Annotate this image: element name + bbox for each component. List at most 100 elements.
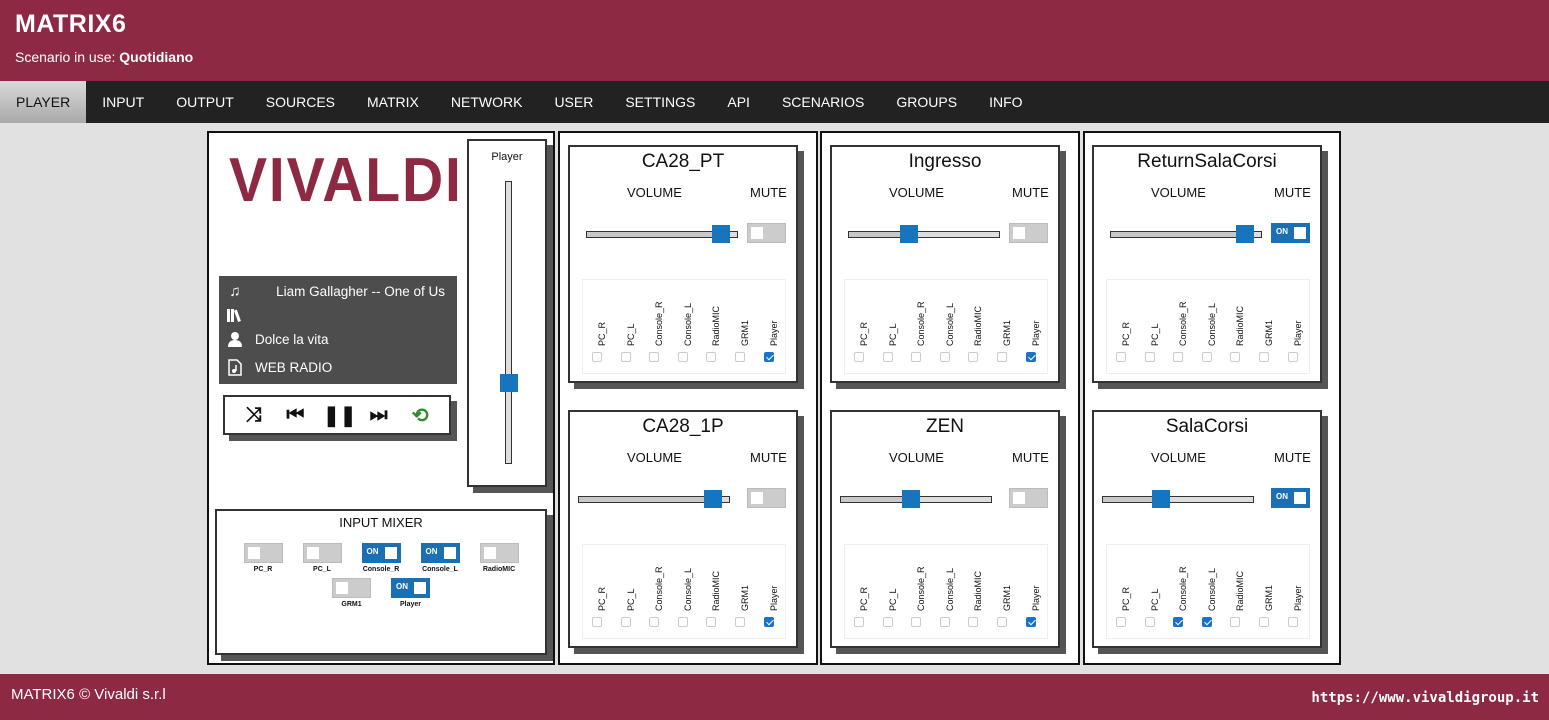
route-checkbox[interactable] — [763, 617, 774, 627]
mixer-toggle-pc_l[interactable]: ON — [302, 543, 342, 563]
mute-toggle[interactable]: ON — [1009, 488, 1048, 508]
volume-thumb[interactable] — [711, 225, 730, 243]
route-checkbox[interactable] — [1201, 617, 1212, 627]
route-column: Console_L — [1193, 280, 1221, 375]
tab-groups[interactable]: GROUPS — [896, 94, 958, 110]
zone-card: ZEN VOLUME MUTE ON PC_R PC_L Console_R Console_… — [830, 410, 1060, 648]
route-checkbox[interactable] — [1025, 352, 1036, 362]
route-checkbox[interactable] — [677, 352, 688, 362]
tab-settings[interactable]: SETTINGS — [625, 94, 696, 110]
tab-input[interactable]: INPUT — [102, 94, 145, 110]
volume-track[interactable] — [1102, 496, 1254, 503]
route-checkbox[interactable] — [968, 617, 979, 627]
route-checkbox[interactable] — [1173, 617, 1184, 627]
tab-scenarios[interactable]: SCENARIOS — [781, 94, 865, 110]
mute-toggle[interactable]: ON — [747, 223, 786, 243]
route-checkbox[interactable] — [1259, 352, 1269, 362]
next-icon[interactable]: ⏭ — [369, 403, 388, 426]
mixer-toggle-player[interactable]: ON — [391, 578, 430, 598]
route-checkbox[interactable] — [1287, 617, 1298, 627]
route-checkbox[interactable] — [1230, 617, 1241, 627]
zone-name: Ingresso — [908, 151, 982, 172]
route-checkbox[interactable] — [592, 352, 602, 362]
route-checkbox[interactable] — [939, 617, 950, 627]
mixer-input: ON PC_L — [302, 543, 342, 573]
route-checkbox[interactable] — [939, 352, 950, 362]
mixer-toggle-radiomic[interactable]: ON — [479, 543, 519, 563]
route-checkbox[interactable] — [997, 352, 1007, 362]
player-volume-track[interactable] — [505, 181, 512, 464]
route-checkbox[interactable] — [911, 617, 922, 627]
mixer-toggle-console_l[interactable]: ON — [420, 543, 460, 563]
tab-sources[interactable]: SOURCES — [265, 94, 336, 110]
vivaldi-logo: VIVALDI — [229, 146, 463, 215]
route-checkbox[interactable] — [1025, 617, 1036, 627]
volume-track[interactable] — [586, 231, 738, 238]
route-checkbox[interactable] — [1144, 352, 1155, 362]
tab-network[interactable]: NETWORK — [450, 94, 523, 110]
route-checkbox[interactable] — [649, 352, 660, 362]
route-checkbox[interactable] — [1230, 352, 1241, 362]
pause-icon[interactable]: ❚❚ — [322, 404, 357, 427]
route-checkbox[interactable] — [1173, 352, 1184, 362]
route-checkbox[interactable] — [735, 617, 745, 627]
toggle-on-label: ON — [396, 582, 408, 591]
volume-thumb[interactable] — [1151, 490, 1170, 508]
route-checkbox[interactable] — [854, 617, 864, 627]
mixer-toggle-console_r[interactable]: ON — [361, 543, 401, 563]
route-checkbox[interactable] — [620, 352, 631, 362]
previous-icon[interactable]: ⏮ — [286, 403, 305, 426]
volume-track[interactable] — [848, 231, 1000, 238]
volume-thumb[interactable] — [1235, 225, 1254, 243]
route-checkbox[interactable] — [735, 352, 745, 362]
mute-toggle[interactable]: ON — [747, 488, 786, 508]
tab-matrix[interactable]: MATRIX — [367, 94, 419, 110]
route-checkbox[interactable] — [882, 352, 893, 362]
route-checkbox[interactable] — [1201, 352, 1212, 362]
route-checkbox[interactable] — [1144, 617, 1155, 627]
website-link[interactable]: https://www.vivaldigroup.it — [1311, 690, 1539, 706]
route-column: RadioMIC — [959, 545, 987, 640]
shuffle-icon[interactable]: ⤨ — [245, 403, 262, 426]
route-label: Console_L — [1206, 302, 1217, 346]
route-checkbox[interactable] — [1116, 352, 1126, 362]
route-checkbox[interactable] — [763, 352, 774, 362]
repeat-icon[interactable]: ⟲ — [411, 404, 429, 427]
volume-thumb[interactable] — [703, 490, 722, 508]
route-checkbox[interactable] — [649, 617, 660, 627]
route-checkbox[interactable] — [854, 352, 864, 362]
tab-user[interactable]: USER — [554, 94, 594, 110]
route-checkbox[interactable] — [997, 617, 1007, 627]
route-checkbox[interactable] — [706, 617, 717, 627]
mute-toggle[interactable]: ON — [1271, 223, 1310, 243]
route-checkbox[interactable] — [1259, 617, 1269, 627]
route-checkbox[interactable] — [1116, 617, 1126, 627]
route-checkbox[interactable] — [620, 617, 631, 627]
volume-thumb[interactable] — [901, 490, 920, 508]
volume-track[interactable] — [578, 496, 730, 503]
volume-label: VOLUME — [889, 185, 944, 200]
volume-fill — [579, 497, 720, 502]
mixer-toggle-pc_r[interactable]: ON — [243, 543, 283, 563]
tab-api[interactable]: API — [727, 94, 750, 110]
volume-thumb[interactable] — [900, 225, 919, 243]
route-checkbox[interactable] — [968, 352, 979, 362]
route-checkbox[interactable] — [706, 352, 717, 362]
route-checkbox[interactable] — [1287, 352, 1298, 362]
tab-player[interactable]: PLAYER — [0, 81, 87, 123]
volume-track[interactable] — [1110, 231, 1262, 238]
mixer-toggle-grm1[interactable]: ON — [332, 578, 371, 598]
player-volume-thumb[interactable] — [500, 374, 518, 393]
mute-toggle[interactable]: ON — [1009, 223, 1048, 243]
route-matrix: PC_R PC_L Console_R Console_L RadioMIC GRM1 Pl… — [844, 544, 1048, 639]
route-checkbox[interactable] — [882, 617, 893, 627]
zone-name: CA28_PT — [641, 151, 725, 172]
route-checkbox[interactable] — [592, 617, 602, 627]
mute-toggle[interactable]: ON — [1271, 488, 1310, 508]
route-label: PC_R — [597, 586, 607, 611]
tab-output[interactable]: OUTPUT — [176, 94, 234, 110]
route-checkbox[interactable] — [677, 617, 688, 627]
route-label: RadioMIC — [1235, 570, 1246, 611]
route-checkbox[interactable] — [911, 352, 922, 362]
tab-info[interactable]: INFO — [989, 94, 1023, 110]
